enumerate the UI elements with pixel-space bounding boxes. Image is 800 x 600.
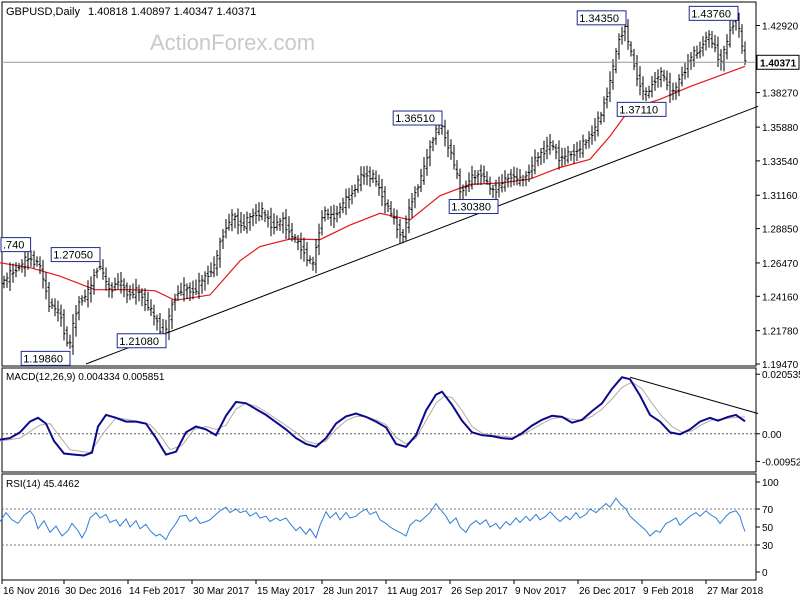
price-trendline-layer: [85, 105, 759, 365]
x-tick-label: 16 Nov 2016: [3, 586, 60, 597]
price-callout-box: [392, 110, 443, 126]
x-tick-label: 30 Mar 2017: [193, 586, 250, 597]
last-price-box: [756, 54, 800, 70]
macd-trendline: [629, 376, 759, 414]
price-callout-label: 1.37110: [619, 104, 658, 116]
last-price-label: 1.40371: [760, 58, 797, 69]
price-callout-box: [50, 247, 101, 263]
macd-tick-label: 0.00: [762, 430, 782, 441]
macd-panel: MACD(12,26,9) 0.004334 0.005851 0.020535…: [0, 367, 800, 473]
moving-average-layer: [0, 65, 746, 301]
price-tick-label: 1.24160: [762, 292, 799, 303]
x-tick-label: 28 Jun 2017: [323, 586, 378, 597]
price-callout-label: 1.27050: [53, 250, 93, 262]
macd-tick-label: -0.009529: [762, 457, 800, 468]
rsi-panel-frame: [1, 473, 757, 581]
price-callout-label: 1.36510: [395, 113, 435, 125]
last-price-layer: 1.40371: [2, 54, 800, 70]
price-panel: GBPUSD,Daily 1.40818 1.40897 1.40347 1.4…: [0, 1, 800, 371]
price-callout-label: 1.30380: [451, 202, 491, 214]
price-callout-box: [20, 350, 71, 366]
price-y-axis: 1.429201.406001.382701.358801.335401.311…: [756, 21, 799, 371]
price-callout-label: 1.43760: [691, 8, 731, 20]
price-callout-box: [116, 333, 167, 349]
price-callout-box: [448, 199, 499, 215]
chart-header-ohlc: 1.40818 1.40897 1.40347 1.40371: [88, 6, 256, 18]
price-tick-label: 1.33540: [762, 157, 799, 168]
rsi-tick-label: 70: [762, 505, 774, 516]
price-tick-label: 1.35880: [762, 123, 799, 134]
x-tick-label: 26 Sep 2017: [451, 586, 508, 597]
rsi-title: RSI(14) 45.4462: [6, 479, 80, 490]
x-tick-label: 11 Aug 2017: [387, 586, 443, 597]
x-tick-label: 26 Dec 2017: [579, 586, 636, 597]
macd-title: MACD(12,26,9) 0.004334 0.005851: [6, 372, 165, 383]
rsi-line: [0, 497, 746, 541]
x-tick-label: 14 Feb 2017: [129, 586, 186, 597]
x-tick-label: 9 Feb 2018: [643, 586, 694, 597]
price-tick-label: 1.31160: [762, 191, 798, 202]
x-tick-label: 27 Mar 2018: [707, 586, 764, 597]
support-trendline: [85, 105, 759, 365]
price-bars-layer: [2, 10, 747, 355]
price-tick-label: 1.38270: [762, 89, 799, 100]
price-tick-label: 1.28850: [762, 225, 799, 236]
chart-header-instrument: GBPUSD,Daily: [6, 6, 80, 18]
macd-signal-line: [0, 381, 746, 454]
macd-lines-layer: [0, 376, 759, 457]
rsi-y-axis: 100 70 50 30 0: [756, 478, 779, 579]
rsi-lines-layer: [0, 497, 756, 546]
price-tick-label: 1.42920: [762, 21, 799, 32]
rsi-tick-label: 0: [762, 568, 768, 579]
rsi-tick-label: 100: [762, 478, 779, 489]
price-tick-label: 1.19470: [762, 360, 799, 371]
rsi-panel: RSI(14) 45.4462 100 70 50 30 0: [0, 473, 779, 581]
macd-panel-frame: [1, 367, 757, 473]
price-callout-box: [688, 5, 739, 21]
x-tick-label: 15 May 2017: [257, 586, 315, 597]
price-callout-label: .740: [3, 240, 24, 252]
price-callout-label: 1.21080: [119, 336, 159, 348]
price-callout-label: 1.34350: [579, 13, 619, 25]
watermark: ActionForex.com: [150, 30, 315, 55]
x-axis: 16 Nov 2016 30 Dec 2016 14 Feb 2017 30 Mar …: [1, 580, 764, 597]
price-callout-box: [576, 10, 627, 26]
price-annotations-layer: 1.19860 1.21080 1.27050 .740 1.36510 1.30380 1…: [0, 5, 739, 366]
rsi-tick-label: 30: [762, 541, 774, 552]
price-tick-label: 1.26470: [762, 259, 799, 270]
price-tick-label: 1.21780: [762, 327, 799, 338]
macd-tick-label: 0.020535: [762, 370, 800, 381]
x-tick-label: 9 Nov 2017: [515, 586, 567, 597]
moving-average-line: [0, 65, 746, 301]
price-callout-box: [0, 237, 32, 253]
price-callout-box: [616, 101, 667, 117]
macd-y-axis: 0.020535 0.00 -0.009529: [756, 370, 800, 468]
rsi-tick-label: 50: [762, 523, 774, 534]
x-tick-label: 30 Dec 2016: [65, 586, 122, 597]
price-callout-label: 1.19860: [23, 353, 63, 365]
macd-line: [0, 376, 746, 457]
